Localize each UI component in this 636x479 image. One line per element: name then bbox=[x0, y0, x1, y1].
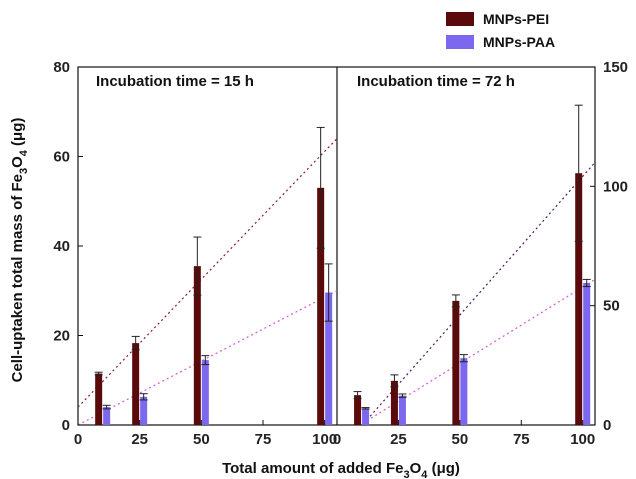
error-bar-p1-paa-50 bbox=[459, 354, 468, 363]
y-tick-label-right-100: 100 bbox=[603, 178, 628, 195]
error-bar-p0-pei-10 bbox=[94, 371, 103, 376]
bar-p0-pei-50 bbox=[193, 266, 201, 425]
y-axis-title-unit: (μg) bbox=[9, 118, 26, 151]
bar-p0-paa-50 bbox=[201, 360, 209, 425]
x-tick-label-p0-50: 50 bbox=[193, 431, 210, 448]
error-bar-p0-pei-50 bbox=[193, 236, 202, 296]
bars bbox=[94, 104, 591, 425]
bar-p1-pei-100 bbox=[575, 173, 583, 425]
trendline-p0-s1 bbox=[78, 290, 337, 425]
bar-p0-paa-25 bbox=[140, 396, 148, 425]
bar-p0-paa-100 bbox=[325, 292, 333, 425]
x-tick-label-p1-100: 100 bbox=[570, 431, 595, 448]
x-tick-label-p1-25: 25 bbox=[390, 431, 407, 448]
trendline-p0-s0 bbox=[78, 138, 337, 408]
error-bar-p0-pei-25 bbox=[131, 335, 140, 351]
y-tick-label-right-150: 150 bbox=[603, 59, 628, 76]
x-axis-title-sub4: 4 bbox=[421, 469, 428, 479]
y-axis-title-o: O bbox=[9, 156, 26, 168]
bar-p1-paa-50 bbox=[460, 358, 468, 425]
error-bar-p0-paa-50 bbox=[201, 355, 210, 366]
y-tick-label-left-60: 60 bbox=[53, 149, 70, 166]
error-bar-p1-pei-100 bbox=[574, 104, 583, 242]
x-axis-title: Total amount of added Fe3O4 (μg) bbox=[222, 460, 460, 479]
x-tick-label-p1-0: 0 bbox=[333, 431, 341, 448]
y-axis-title-sub3: 3 bbox=[18, 168, 30, 174]
x-axis-title-sub3: 3 bbox=[403, 469, 409, 479]
y-axis-title-sub4: 4 bbox=[18, 149, 30, 156]
error-bar-p0-paa-10 bbox=[102, 404, 111, 410]
bar-p1-paa-100 bbox=[583, 282, 591, 425]
error-bar-p0-pei-100 bbox=[316, 126, 325, 249]
legend-swatch-pei bbox=[446, 12, 474, 26]
panel-title-right: Incubation time = 72 h bbox=[357, 73, 515, 90]
y-tick-label-left-40: 40 bbox=[53, 238, 70, 255]
bar-p1-pei-25 bbox=[390, 380, 398, 425]
y-tick-label-left-80: 80 bbox=[53, 59, 70, 76]
x-axis-title-unit: (μg) bbox=[427, 460, 460, 477]
bar-p1-pei-50 bbox=[452, 300, 460, 425]
bar-p1-paa-25 bbox=[398, 395, 406, 425]
y-tick-label-right-50: 50 bbox=[603, 298, 620, 315]
error-bar-p0-paa-100 bbox=[324, 263, 333, 322]
x-tick-label-p0-75: 75 bbox=[255, 431, 272, 448]
error-bar-p1-pei-25 bbox=[390, 374, 399, 388]
bar-p0-pei-10 bbox=[95, 373, 103, 425]
y-axis-title: Cell-uptaken total mass of Fe3O4 (μg) bbox=[9, 118, 30, 383]
error-bar-p1-paa-100 bbox=[582, 278, 591, 288]
legend-swatch-paa bbox=[446, 35, 474, 49]
error-bar-p1-pei-50 bbox=[451, 294, 460, 308]
x-tick-label-p0-0: 0 bbox=[74, 431, 82, 448]
x-axis-title-part1: Total amount of added Fe bbox=[222, 460, 403, 477]
legend-label-pei: MNPs-PEI bbox=[483, 11, 549, 27]
bar-p0-pei-100 bbox=[317, 187, 325, 425]
x-axis-title-o: O bbox=[410, 460, 422, 477]
error-bar-p1-paa-25 bbox=[398, 393, 407, 398]
x-tick-label-p1-50: 50 bbox=[452, 431, 469, 448]
bar-p1-pei-10 bbox=[354, 395, 362, 425]
y-tick-label-left-0: 0 bbox=[62, 417, 70, 434]
error-bar-p1-pei-10 bbox=[353, 391, 362, 400]
x-tick-label-p0-100: 100 bbox=[312, 431, 337, 448]
error-bar-p1-paa-10 bbox=[361, 407, 370, 410]
legend-label-paa: MNPs-PAA bbox=[483, 34, 555, 50]
x-tick-label-p1-75: 75 bbox=[513, 431, 530, 448]
bar-p0-paa-10 bbox=[103, 407, 111, 425]
legend: MNPs-PEI MNPs-PAA bbox=[446, 11, 555, 50]
x-tick-label-p0-25: 25 bbox=[131, 431, 148, 448]
bar-p1-paa-10 bbox=[362, 408, 370, 425]
y-axis-title-part1: Cell-uptaken total mass of Fe bbox=[9, 174, 26, 382]
bar-p0-pei-25 bbox=[132, 343, 140, 425]
error-bar-p0-paa-25 bbox=[139, 393, 148, 401]
panel-title-left: Incubation time = 15 h bbox=[96, 73, 254, 90]
y-tick-label-left-20: 20 bbox=[53, 328, 70, 345]
y-tick-label-right-0: 0 bbox=[603, 417, 611, 434]
